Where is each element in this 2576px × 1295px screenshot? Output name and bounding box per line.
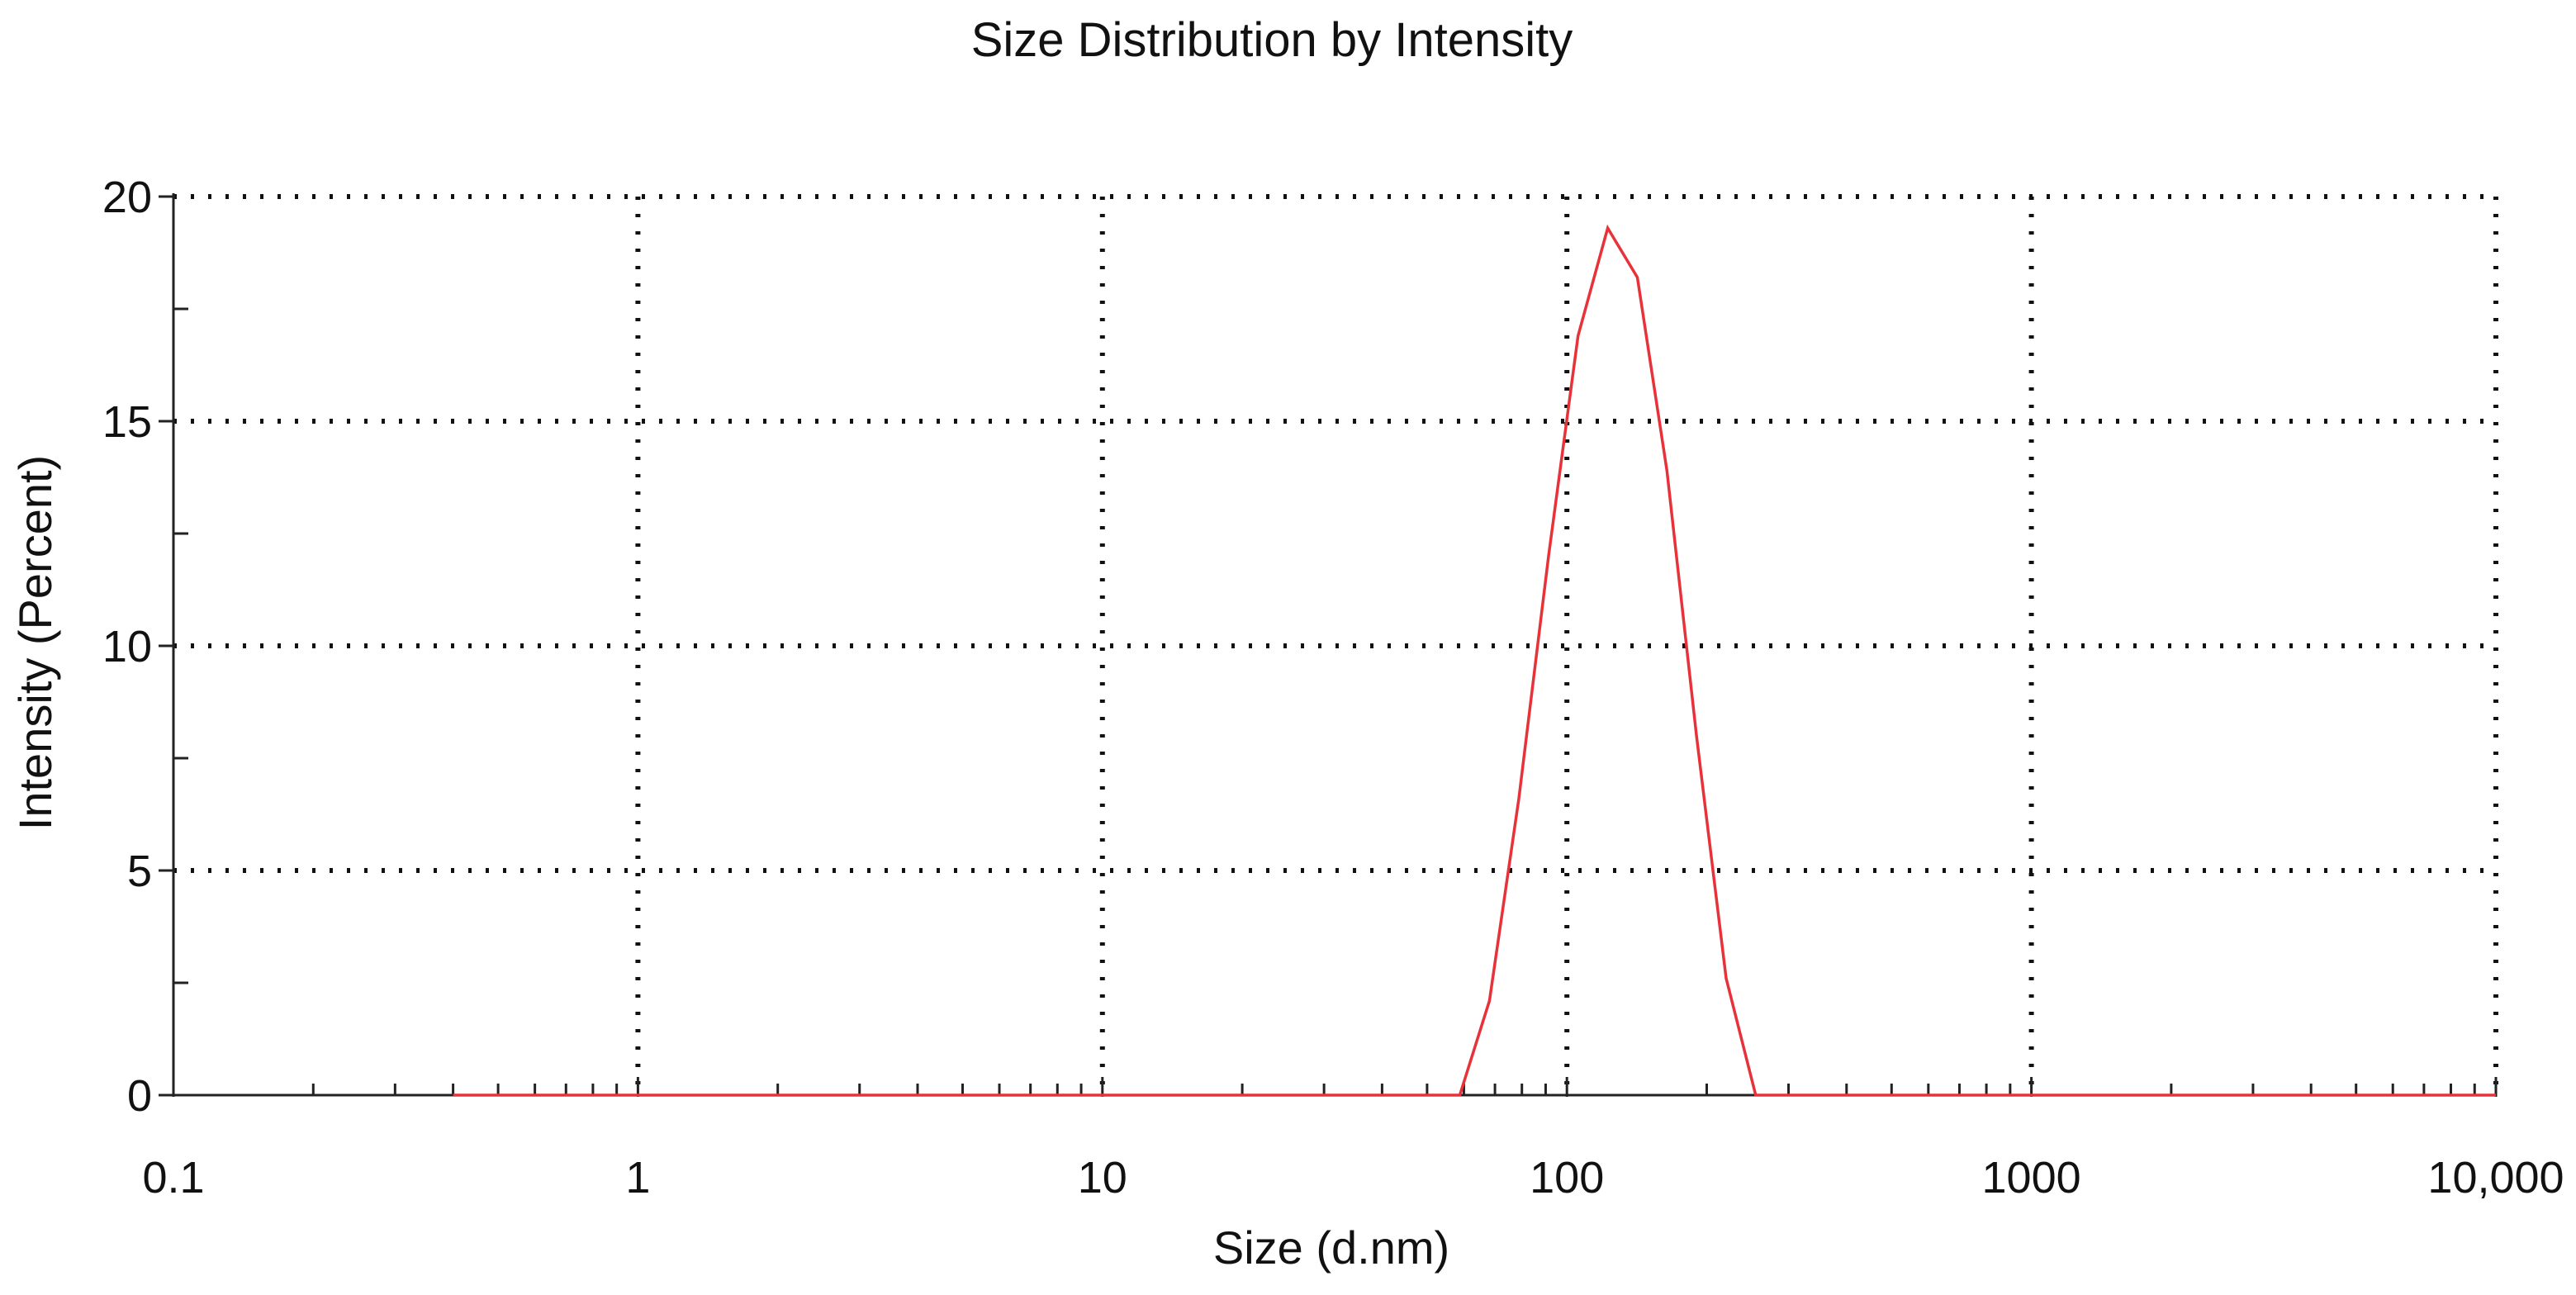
series-layer [453, 228, 2496, 1095]
y-tick-label: 15 [102, 397, 152, 447]
y-axis-label: Intensity (Percent) [9, 455, 61, 830]
minor-ticks-layer [159, 197, 2496, 1097]
x-tick-label: 1000 [1982, 1153, 2081, 1202]
intensity-series-line [453, 228, 2496, 1095]
x-tick-label: 10,000 [2427, 1153, 2564, 1202]
y-tick-label: 0 [127, 1071, 152, 1121]
y-tick-label: 10 [102, 622, 152, 671]
y-tick-label: 5 [127, 847, 152, 896]
y-tick-label: 20 [102, 173, 152, 222]
x-tick-label: 1 [625, 1153, 650, 1202]
chart-title: Size Distribution by Intensity [971, 13, 1573, 67]
x-tick-label: 0.1 [142, 1153, 204, 1202]
x-axis-label: Size (d.nm) [1213, 1221, 1449, 1274]
x-tick-label: 10 [1078, 1153, 1127, 1202]
tick-labels-layer: 0.1 1 10 100 1000 10,000 0 5 10 15 20 [102, 173, 2564, 1202]
grid-layer [173, 197, 2496, 1095]
x-tick-label: 100 [1530, 1153, 1604, 1202]
